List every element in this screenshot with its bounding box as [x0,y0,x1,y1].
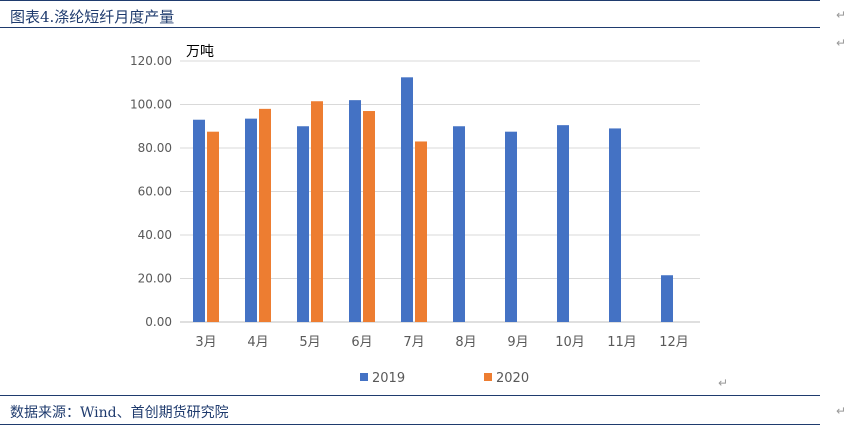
bar-2019-7 [505,131,517,322]
bar-2019-9 [609,128,621,322]
x-tick-label: 9月 [507,335,528,350]
source-bar: 数据来源：Wind、首创期货研究院 [0,395,820,425]
x-tick-label: 8月 [455,335,476,350]
bar-2019-10 [661,275,673,322]
y-axis-ticks: 0.00 20.00 40.00 60.00 80.00 100.00 120.00 [130,54,172,329]
x-tick-label: 10月 [555,335,585,350]
y-tick-label: 100.00 [130,98,172,112]
x-tick-label: 4月 [247,335,268,350]
title-bar: 图表4.涤纶短纤月度产量 [0,0,820,28]
legend-swatch-2020 [484,373,492,381]
x-tick-label: 6月 [351,335,372,350]
chart-bars [193,77,673,323]
bar-2020-4 [363,111,375,323]
x-tick-label: 3月 [195,335,216,350]
legend-swatch-2019 [360,373,368,381]
chart-gridlines [180,60,700,323]
y-tick-label: 40.00 [138,228,172,242]
x-tick-label: 11月 [607,335,637,350]
paragraph-mark-icon: ↵ [718,376,729,390]
bar-2020-2 [259,108,271,322]
x-axis-ticks: 3月 4月 5月 6月 7月 8月 9月 10月 11月 12月 [195,335,688,350]
figure-title: 图表4.涤纶短纤月度产量 [10,8,175,26]
bar-2019-8 [557,125,569,322]
x-tick-label: 5月 [299,335,320,350]
paragraph-mark-icon: ↵ [836,404,847,418]
x-tick-label: 7月 [403,335,424,350]
bar-2019-1 [193,119,205,322]
bar-2020-1 [207,131,219,322]
x-tick-label: 12月 [659,335,689,350]
y-tick-label: 80.00 [138,141,172,155]
y-axis-label: 万吨 [186,44,214,60]
y-tick-label: 0.00 [145,315,172,329]
y-tick-label: 60.00 [138,185,172,199]
bar-2019-3 [297,126,309,322]
chart-legend: 2019 2020 [360,371,529,386]
source-note: 数据来源：Wind、首创期货研究院 [10,405,229,421]
bar-2020-3 [311,101,323,322]
bar-2019-4 [349,100,361,323]
legend-label-2019: 2019 [372,371,405,386]
legend-label-2020: 2020 [496,371,529,386]
bar-2020-5 [415,141,427,322]
y-tick-label: 120.00 [130,54,172,68]
bar-2019-2 [245,118,257,322]
paragraph-mark-icon: ↵ [836,36,847,50]
y-tick-label: 20.00 [138,272,172,286]
paragraph-mark-icon: ↵ [836,8,847,22]
bar-2019-5 [401,77,413,322]
bar-2019-6 [453,126,465,322]
